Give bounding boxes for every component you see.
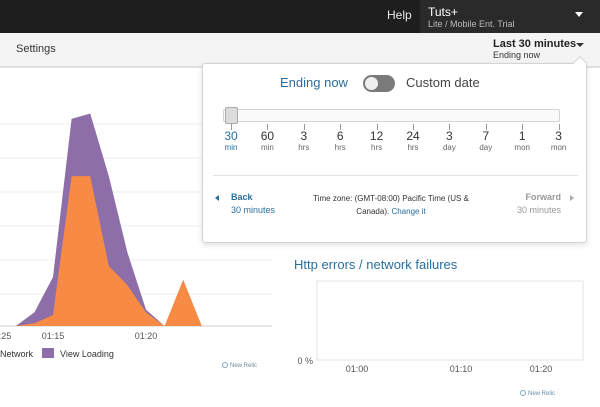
http-errors-title: Http errors / network failures [294,257,458,272]
settings-link[interactable]: Settings [16,43,56,55]
brand-label: New Relic [230,363,258,369]
x-tick-label: 01:15 [42,331,65,341]
slider-tick [413,124,414,130]
range-value: 7 [482,129,490,143]
account-name: Tuts+ [428,5,458,19]
new-relic-watermark: New Relic [520,390,555,397]
range-unit: min [260,143,274,152]
time-picker-title: Last 30 minutes [493,38,577,50]
range-option-7-day[interactable]: 7 day [466,129,506,153]
y-tick-label: 0 % [297,356,313,366]
x-tick-label: 01:20 [530,364,553,374]
range-value: 30 [224,129,238,143]
slider-tick [522,124,524,130]
range-option-12-hrs[interactable]: 12 hrs [357,129,397,153]
back-subtitle: 30 minutes [231,205,276,215]
slider-tick [558,124,560,130]
range-option-3-hrs[interactable]: 3 hrs [284,129,324,153]
timezone-text: Time zone: (GMT-08:00) Pacific Time (US … [313,194,469,216]
top-navbar: Help Tuts+ Lite / Mobile Ent. Trial [0,0,600,33]
http-chart-frame [316,280,584,361]
slider-tick [231,124,232,130]
range-option-30-min[interactable]: 30 min [211,129,251,153]
x-tick-label: 01:00 [346,364,369,374]
series-area-view-loading [0,113,202,326]
range-option-1-mon[interactable]: 1 mon [502,129,542,153]
account-plan: Lite / Mobile Ent. Trial [428,19,515,29]
arrow-right-icon [570,195,574,201]
legend-view-loading-label[interactable]: View Loading [60,349,114,359]
range-unit: mon [550,143,567,152]
new-relic-logo-icon [520,390,526,396]
toggle-knob [365,77,378,90]
custom-date-toggle[interactable] [363,75,395,92]
range-unit: hrs [407,143,419,152]
time-picker-toggle[interactable]: Last 30 minutes Ending now [491,38,593,64]
range-value: 3 [555,129,562,143]
range-value: 12 [369,129,384,143]
range-option-60-min[interactable]: 60 min [247,129,287,153]
time-range-slider[interactable] [223,109,560,122]
timezone-info: Time zone: (GMT-08:00) Pacific Time (US … [311,192,471,218]
slider-tick [449,124,451,130]
http-errors-chart: 01:00 01:10 01:20 0 % [297,280,584,374]
forward-subtitle: 30 minutes [516,205,561,215]
x-tick-label: 01:10 [450,364,473,374]
slider-handle[interactable] [225,107,238,124]
arrow-left-icon [215,195,219,201]
range-unit: hrs [371,143,383,152]
slider-tick [303,124,305,130]
left-chart-legend: Network View Loading [0,348,114,359]
range-unit: day [442,143,456,152]
popover-divider [213,175,578,176]
new-relic-watermark: New Relic [222,362,257,369]
slider-tick [267,124,269,130]
slider-tick [376,124,378,130]
new-relic-logo-icon [222,362,228,368]
range-unit: day [479,143,493,152]
x-tick-label: 01:20 [135,331,158,341]
slider-tick [485,124,487,130]
range-unit: hrs [334,143,346,152]
range-value: 3 [300,129,308,143]
range-value: 24 [406,129,420,143]
time-picker-popover: Ending now Custom date 30 min 60 min 3 hrs 6 hr… [202,55,588,243]
range-option-6-hrs[interactable]: 6 hrs [320,129,360,153]
slider-tick [340,124,342,130]
ending-now-option[interactable]: Ending now [280,75,348,90]
range-option-3-mon[interactable]: 3 mon [539,129,579,153]
range-option-24-hrs[interactable]: 24 hrs [393,129,433,153]
range-option-3-day[interactable]: 3 day [429,129,469,153]
range-unit: hrs [298,143,310,152]
time-picker-subtitle: Ending now [493,50,541,60]
range-value: 6 [336,129,344,143]
legend-view-loading-swatch [41,348,54,358]
range-value: 60 [260,129,275,143]
view-loading-chart: 01:15 01:20 01:25 [0,113,272,341]
forward-button[interactable]: Forward 30 minutes [503,192,579,218]
custom-date-option[interactable]: Custom date [406,75,480,90]
change-timezone-link[interactable]: Change it [391,207,426,216]
chevron-down-icon [575,12,583,17]
series-area-network [0,176,202,326]
x-tick-label: 01:25 [0,331,11,341]
legend-network-label[interactable]: Network [0,349,34,359]
help-link[interactable]: Help [387,8,412,22]
range-unit: mon [514,143,530,152]
range-value: 3 [446,129,453,143]
back-button[interactable]: Back 30 minutes [215,192,285,218]
brand-label: New Relic [528,391,556,397]
account-switcher[interactable]: Tuts+ Lite / Mobile Ent. Trial [420,0,600,33]
range-unit: min [224,143,238,152]
forward-label: Forward [525,192,561,202]
chevron-down-icon [576,43,584,47]
range-value: 1 [518,129,526,143]
back-label: Back [231,192,253,202]
